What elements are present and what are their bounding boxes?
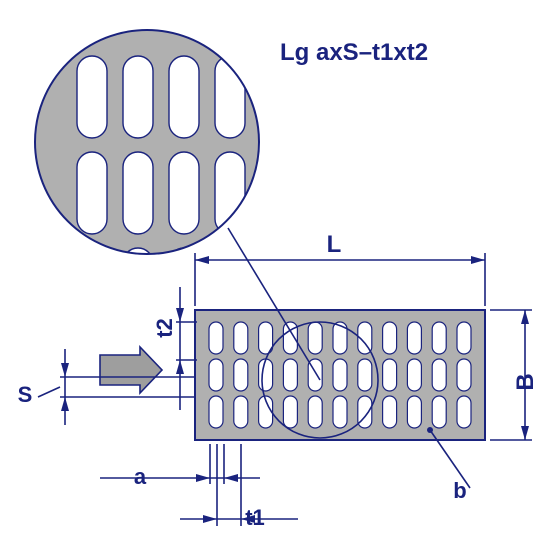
t2-arrow-t bbox=[176, 308, 184, 322]
L-arrow-l bbox=[195, 256, 209, 264]
slot bbox=[432, 396, 446, 428]
a-arrow-r bbox=[224, 474, 238, 482]
b-leader-dot bbox=[427, 427, 433, 433]
t2-arrow-b bbox=[176, 360, 184, 374]
s-arrow-top bbox=[61, 363, 69, 377]
slot bbox=[457, 359, 471, 391]
B-arrow-b bbox=[521, 426, 529, 440]
slot bbox=[234, 322, 248, 354]
t1-arrow-l bbox=[203, 515, 217, 523]
magnified-slot bbox=[123, 152, 153, 234]
slot bbox=[209, 359, 223, 391]
B-arrow-t bbox=[521, 310, 529, 324]
magnified-slot bbox=[169, 152, 199, 234]
magnified-slot bbox=[123, 56, 153, 138]
slot bbox=[358, 359, 372, 391]
s-leader bbox=[38, 387, 60, 397]
slot bbox=[383, 359, 397, 391]
slot bbox=[432, 322, 446, 354]
slot bbox=[333, 359, 347, 391]
magnified-slot bbox=[123, 248, 153, 330]
magnified-slot bbox=[215, 56, 245, 138]
slot bbox=[283, 396, 297, 428]
slot bbox=[308, 322, 322, 354]
slot bbox=[407, 322, 421, 354]
magnified-slot bbox=[215, 152, 245, 234]
label-a: a bbox=[134, 464, 147, 489]
magnified-slot bbox=[77, 152, 107, 234]
slot bbox=[308, 396, 322, 428]
slot bbox=[383, 396, 397, 428]
slot bbox=[383, 322, 397, 354]
slot bbox=[457, 322, 471, 354]
slot bbox=[234, 359, 248, 391]
slot bbox=[457, 396, 471, 428]
slot bbox=[259, 359, 273, 391]
slot bbox=[333, 396, 347, 428]
magnified-slot bbox=[77, 248, 107, 330]
slot bbox=[283, 359, 297, 391]
s-arrow-bot bbox=[61, 397, 69, 411]
sheet-direction-arrow bbox=[100, 347, 162, 393]
slot bbox=[432, 359, 446, 391]
label-t2: t2 bbox=[152, 318, 177, 338]
slot bbox=[209, 322, 223, 354]
label-t1: t1 bbox=[245, 505, 265, 530]
slot bbox=[407, 396, 421, 428]
magnified-slot bbox=[77, 56, 107, 138]
label-b: b bbox=[453, 478, 466, 503]
a-arrow-l bbox=[196, 474, 210, 482]
slot bbox=[358, 396, 372, 428]
perforated-sheet bbox=[195, 310, 485, 440]
diagram-title: Lg axS–t1xt2 bbox=[280, 39, 428, 66]
slot bbox=[407, 359, 421, 391]
L-arrow-r bbox=[471, 256, 485, 264]
label-L: L bbox=[327, 231, 342, 258]
magnified-slot bbox=[169, 56, 199, 138]
label-S: S bbox=[18, 382, 33, 407]
magnified-slot bbox=[261, 152, 291, 234]
magnified-slot bbox=[261, 56, 291, 138]
slot bbox=[209, 396, 223, 428]
label-B: B bbox=[512, 373, 539, 390]
slot bbox=[234, 396, 248, 428]
